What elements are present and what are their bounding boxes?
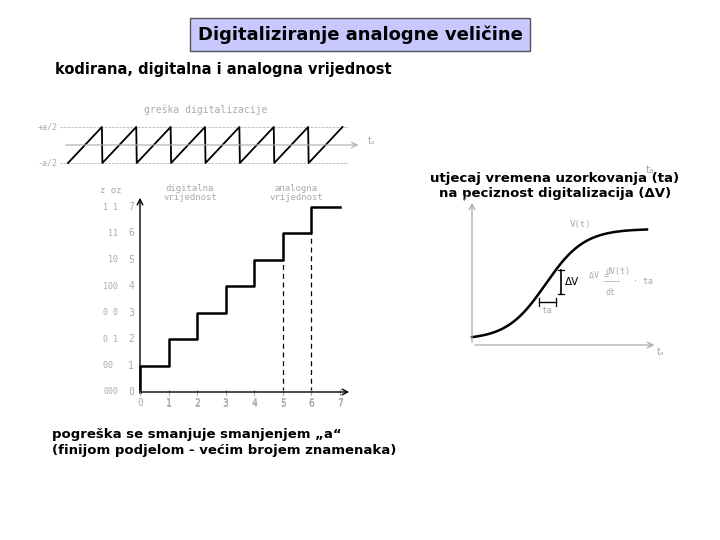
Text: tₐ: tₐ [368,136,376,146]
Text: 0: 0 [128,387,134,397]
Text: na peciznost digitalizacija (ΔV): na peciznost digitalizacija (ΔV) [439,187,671,200]
Text: 5: 5 [280,398,286,408]
Text: Digitaliziranje analogne veličine: Digitaliziranje analogne veličine [197,25,523,44]
Text: 5: 5 [128,255,134,265]
Text: 2: 2 [194,399,200,409]
Text: 3: 3 [128,308,134,318]
Text: 6: 6 [308,398,315,408]
Text: greška digitalizacije: greška digitalizacije [144,105,267,115]
Text: 6: 6 [128,228,134,239]
Text: · ta: · ta [633,278,653,286]
Text: 000: 000 [103,388,118,396]
Text: 1 1: 1 1 [103,202,118,212]
Text: tₐ: tₐ [646,165,654,175]
Text: ΔV =: ΔV = [589,271,609,280]
Text: 2: 2 [194,398,200,408]
Text: tₐ: tₐ [657,347,665,357]
Text: utjecaj vremena uzorkovanja (ta): utjecaj vremena uzorkovanja (ta) [431,172,680,185]
Text: ────: ──── [603,279,620,285]
Text: digitalna: digitalna [166,184,214,193]
Text: 7: 7 [128,202,134,212]
Text: dV(t): dV(t) [605,267,630,276]
Text: pogreška se smanjuje smanjenjem „a“: pogreška se smanjuje smanjenjem „a“ [52,428,341,441]
Text: +a/2: +a/2 [38,123,58,132]
Text: dt: dt [605,288,615,297]
Text: 00: 00 [103,361,118,370]
Text: 6: 6 [308,399,315,409]
Text: 11: 11 [103,229,118,238]
Text: 100: 100 [103,282,118,291]
Text: ta: ta [542,306,553,315]
Text: 0 1: 0 1 [103,335,118,343]
Text: 7: 7 [337,399,343,409]
Text: analogna: analogna [274,184,318,193]
Text: ΔV: ΔV [565,277,580,287]
Text: 7: 7 [337,398,343,408]
Text: 1: 1 [128,361,134,370]
Text: 1: 1 [166,399,171,409]
Text: 5: 5 [280,399,286,409]
Text: v: v [462,193,467,203]
Text: z oz: z oz [100,186,122,195]
Text: 2: 2 [128,334,134,344]
Text: (finijom podjelom - većim brojem znamenaka): (finijom podjelom - većim brojem znamena… [52,444,397,457]
Text: 10: 10 [103,255,118,265]
Text: V(t): V(t) [570,220,591,229]
Text: 4: 4 [251,399,257,409]
Text: 3: 3 [222,399,229,409]
Text: 0: 0 [137,398,143,408]
Text: 4: 4 [128,281,134,291]
Text: -a/2: -a/2 [38,159,58,167]
Text: kodirana, digitalna i analogna vrijednost: kodirana, digitalna i analogna vrijednos… [55,62,392,77]
Text: 3: 3 [222,398,229,408]
Text: vrijednost: vrijednost [163,193,217,202]
Text: 4: 4 [251,398,257,408]
Text: vrijednost: vrijednost [269,193,323,202]
Text: 1: 1 [166,398,171,408]
Text: 0 0: 0 0 [103,308,118,317]
